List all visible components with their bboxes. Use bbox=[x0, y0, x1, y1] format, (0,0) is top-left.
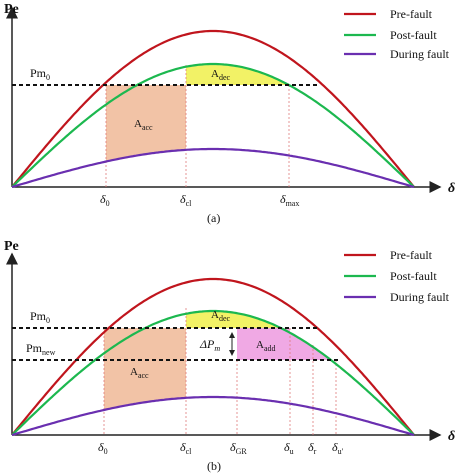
tick-delta-r: δr bbox=[308, 440, 317, 456]
legend-b: Pre-fault Post-fault During fault bbox=[344, 248, 450, 304]
legend-post-fault-label: Post-fault bbox=[390, 28, 437, 42]
tick-delta-cl: δcl bbox=[180, 192, 192, 208]
legend-during-fault-label: During fault bbox=[390, 290, 450, 304]
during-fault-curve bbox=[11, 147, 415, 189]
legend-pre-fault-label: Pre-fault bbox=[390, 248, 433, 262]
legend-post-fault-label: Post-fault bbox=[390, 269, 437, 283]
tick-delta-u-prime: δu' bbox=[332, 440, 344, 456]
caption-a: (a) bbox=[207, 211, 220, 225]
legend-during-fault-label: During fault bbox=[390, 47, 450, 61]
x-axis-label: δ bbox=[448, 181, 455, 196]
during-fault-curve bbox=[11, 395, 415, 437]
pre-fault-curve bbox=[11, 277, 415, 436]
tick-delta-gr: δGR bbox=[230, 440, 247, 456]
accelerating-area bbox=[104, 328, 186, 410]
a-acc-label: Aacc bbox=[134, 118, 153, 132]
a-dec-label: Adec bbox=[211, 68, 231, 82]
pre-fault-curve bbox=[11, 29, 415, 188]
legend-pre-fault-label: Pre-fault bbox=[390, 7, 433, 21]
tick-delta-max: δmax bbox=[280, 192, 299, 208]
additional-area bbox=[237, 328, 336, 360]
x-axis-label: δ bbox=[448, 429, 455, 444]
pm-new-label: Pmnew bbox=[26, 341, 56, 357]
tick-delta-0: δ0 bbox=[100, 192, 110, 208]
y-axis-label: Pe bbox=[4, 239, 19, 254]
tick-delta-0: δ0 bbox=[98, 440, 108, 456]
post-fault-curve bbox=[11, 309, 415, 436]
tick-delta-u: δu bbox=[284, 440, 294, 456]
a-dec-label: Adec bbox=[211, 309, 231, 323]
panel-a: Pe δ Pm0 Aacc Adec δ0 δcl δmax Pre-fault… bbox=[4, 2, 455, 225]
legend-a: Pre-fault Post-fault During fault bbox=[344, 7, 450, 61]
caption-b: (b) bbox=[207, 459, 221, 473]
panel-b: Pe δ Pm0 Pmnew ΔPm Aacc Adec Aadd δ0 δcl… bbox=[4, 239, 455, 473]
pm0-label: Pm0 bbox=[30, 309, 50, 325]
delta-pm-label: ΔPm bbox=[199, 337, 220, 353]
accelerating-area bbox=[106, 85, 186, 162]
a-add-label: Aadd bbox=[256, 339, 276, 353]
post-fault-curve bbox=[11, 62, 415, 188]
tick-delta-cl: δcl bbox=[180, 440, 192, 456]
a-acc-label: Aacc bbox=[130, 366, 149, 380]
pm0-label: Pm0 bbox=[30, 66, 50, 82]
decelerating-area bbox=[186, 64, 289, 85]
y-axis-label: Pe bbox=[4, 2, 19, 17]
